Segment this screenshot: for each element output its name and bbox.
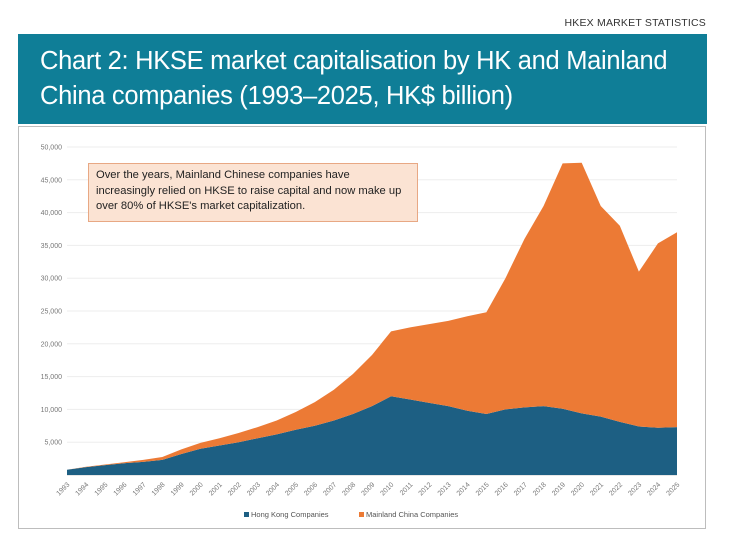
- x-tick-label: 1997: [132, 481, 148, 497]
- legend-item-hong-kong: Hong Kong Companies: [244, 510, 329, 519]
- x-tick-label: 2000: [189, 481, 205, 497]
- x-tick-label: 2023: [627, 481, 643, 497]
- y-tick-label: 20,000: [41, 341, 63, 348]
- legend: Hong Kong Companies Mainland China Compan…: [244, 510, 458, 519]
- legend-label: Hong Kong Companies: [251, 510, 329, 519]
- x-tick-label: 2024: [646, 481, 662, 497]
- y-tick-label: 15,000: [41, 374, 63, 381]
- legend-swatch: [244, 512, 249, 517]
- x-tick-label: 2019: [551, 481, 567, 497]
- x-tick-label: 2018: [532, 481, 548, 497]
- areas: [67, 162, 677, 475]
- y-tick-label: 5,000: [44, 440, 62, 447]
- report-section-label: HKEX MARKET STATISTICS: [564, 17, 706, 29]
- x-tick-label: 1995: [94, 481, 110, 497]
- x-tick-label: 2016: [494, 481, 510, 497]
- y-tick-label: 50,000: [41, 145, 63, 152]
- x-tick-label: 2013: [437, 481, 453, 497]
- x-tick-label: 2010: [380, 481, 396, 497]
- x-tick-label: 1996: [113, 481, 129, 497]
- y-tick-label: 35,000: [41, 243, 63, 250]
- x-tick-label: 2011: [399, 481, 415, 497]
- y-tick-label: 25,000: [41, 309, 63, 316]
- y-tick-label: 10,000: [41, 407, 63, 414]
- legend-label: Mainland China Companies: [366, 510, 458, 519]
- x-tick-label: 1998: [151, 481, 167, 497]
- x-tick-label: 2020: [570, 481, 586, 497]
- y-tick-label: 40,000: [41, 210, 63, 217]
- x-tick-label: 2012: [418, 481, 434, 497]
- area-series-hong-kong: [67, 396, 677, 475]
- legend-swatch: [359, 512, 364, 517]
- x-tick-label: 2008: [341, 481, 357, 497]
- x-tick-label: 1993: [55, 481, 71, 497]
- x-tick-label: 2001: [208, 481, 224, 497]
- x-tick-label: 2003: [246, 481, 262, 497]
- x-tick-label: 2014: [456, 481, 472, 497]
- x-tick-label: 2025: [665, 481, 681, 497]
- x-tick-label: 2022: [608, 481, 624, 497]
- x-tick-label: 2002: [227, 481, 243, 497]
- x-tick-label: 2009: [360, 481, 376, 497]
- x-tick-label: 2021: [589, 481, 605, 497]
- y-tick-label: 45,000: [41, 177, 63, 184]
- x-tick-label: 2017: [513, 481, 529, 497]
- x-tick-label: 2006: [303, 481, 319, 497]
- legend-item-mainland-china: Mainland China Companies: [359, 510, 458, 519]
- x-tick-label: 2005: [284, 481, 300, 497]
- chart-panel: 5,000 10,000 15,000 20,000 25,000 30,000 35,00…: [18, 126, 706, 529]
- area-chart: 5,000 10,000 15,000 20,000 25,000 30,000 35,00…: [41, 145, 682, 520]
- area-series-mainland-china: [67, 162, 677, 470]
- chart-title: Chart 2: HKSE market capitalisation by H…: [40, 47, 668, 110]
- title-banner: Chart 2: HKSE market capitalisation by H…: [18, 34, 707, 124]
- x-tick-label: 2007: [322, 481, 338, 497]
- x-tick-label: 1999: [170, 481, 186, 497]
- x-tick-label: 2004: [265, 481, 281, 497]
- chart-annotation: Over the years, Mainland Chinese compani…: [88, 163, 418, 222]
- x-tick-label: 2015: [475, 481, 491, 497]
- x-tick-label: 1994: [75, 481, 91, 497]
- y-tick-label: 30,000: [41, 276, 63, 283]
